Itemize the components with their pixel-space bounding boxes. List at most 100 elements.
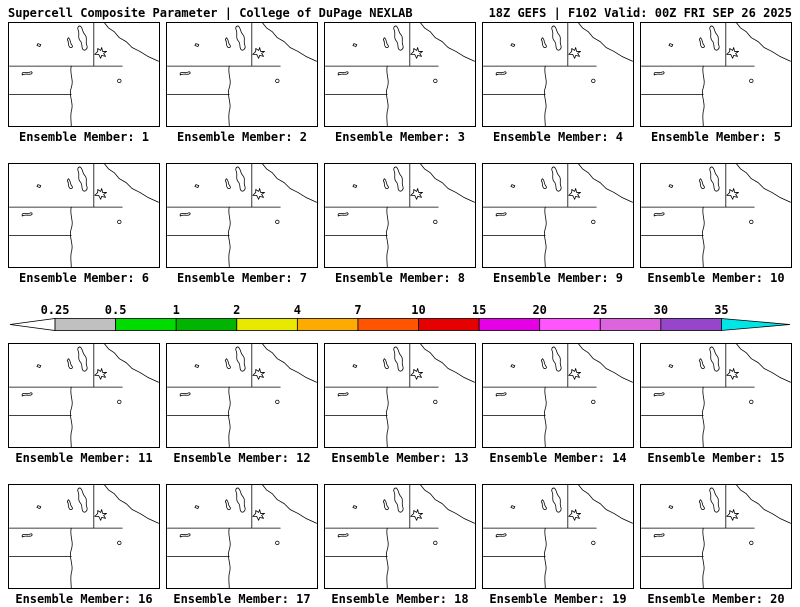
forecast-map bbox=[324, 343, 476, 448]
product-title: Supercell Composite Parameter | College … bbox=[8, 6, 413, 20]
colorbar-tick-label: 2 bbox=[233, 303, 241, 317]
forecast-map bbox=[482, 484, 634, 589]
panel-label: Ensemble Member: 12 bbox=[173, 451, 311, 465]
panel-label: Ensemble Member: 5 bbox=[650, 130, 782, 144]
basemap-svg bbox=[9, 344, 159, 447]
colorbar: 0.25 0.5 1 2 4 7 10 15 20 25 30 35 bbox=[8, 304, 792, 333]
forecast-map bbox=[8, 484, 160, 589]
colorbar-tick-label: 7 bbox=[354, 303, 362, 317]
panel-label: Ensemble Member: 3 bbox=[334, 130, 466, 144]
panel-label: Ensemble Member: 2 bbox=[176, 130, 308, 144]
basemap-svg bbox=[641, 485, 791, 588]
panel-label: Ensemble Member: 10 bbox=[647, 271, 785, 285]
colorbar-tick-label: 15 bbox=[471, 303, 487, 317]
basemap-svg bbox=[167, 23, 317, 126]
panel-label: Ensemble Member: 17 bbox=[173, 592, 311, 606]
colorbar-svg bbox=[9, 318, 791, 331]
forecast-map bbox=[324, 163, 476, 268]
ensemble-panel: Ensemble Member: 10 bbox=[640, 163, 792, 286]
forecast-map bbox=[166, 22, 318, 127]
forecast-map bbox=[166, 163, 318, 268]
basemap-svg bbox=[325, 23, 475, 126]
ensemble-panel: Ensemble Member: 2 bbox=[166, 22, 318, 145]
colorbar-tick-label: 25 bbox=[593, 303, 608, 317]
panel-label: Ensemble Member: 9 bbox=[492, 271, 624, 285]
ensemble-panel: Ensemble Member: 5 bbox=[640, 22, 792, 145]
panel-label: Ensemble Member: 4 bbox=[492, 130, 624, 144]
basemap-svg bbox=[483, 485, 633, 588]
panel-row-3: Ensemble Member: 11 Ensemble Member: 12 En… bbox=[8, 343, 792, 466]
title-bar: Supercell Composite Parameter | College … bbox=[0, 0, 800, 22]
forecast-map bbox=[640, 484, 792, 589]
ensemble-panel: Ensemble Member: 18 bbox=[324, 484, 476, 607]
forecast-map bbox=[482, 163, 634, 268]
basemap-svg bbox=[9, 164, 159, 267]
forecast-map bbox=[166, 343, 318, 448]
basemap-svg bbox=[167, 485, 317, 588]
panel-row-4: Ensemble Member: 16 Ensemble Member: 17 En… bbox=[8, 484, 792, 607]
panel-label: Ensemble Member: 15 bbox=[647, 451, 785, 465]
panel-label: Ensemble Member: 16 bbox=[15, 592, 153, 606]
basemap-svg bbox=[483, 164, 633, 267]
ensemble-panel: Ensemble Member: 11 bbox=[8, 343, 160, 466]
ensemble-panel: Ensemble Member: 3 bbox=[324, 22, 476, 145]
forecast-map bbox=[8, 163, 160, 268]
basemap-svg bbox=[325, 344, 475, 447]
ensemble-panel: Ensemble Member: 13 bbox=[324, 343, 476, 466]
basemap-svg bbox=[325, 485, 475, 588]
colorbar-tick-label: 35 bbox=[714, 303, 729, 317]
ensemble-panel: Ensemble Member: 1 bbox=[8, 22, 160, 145]
ensemble-panel: Ensemble Member: 17 bbox=[166, 484, 318, 607]
basemap-svg bbox=[641, 23, 791, 126]
basemap-svg bbox=[167, 344, 317, 447]
panel-row-2: Ensemble Member: 6 Ensemble Member: 7 Ense… bbox=[8, 163, 792, 286]
panel-row-1: Ensemble Member: 1 Ensemble Member: 2 Ense… bbox=[8, 22, 792, 145]
ensemble-panel: Ensemble Member: 16 bbox=[8, 484, 160, 607]
forecast-map bbox=[482, 343, 634, 448]
colorbar-tick-label: 30 bbox=[653, 303, 669, 317]
panel-label: Ensemble Member: 8 bbox=[334, 271, 466, 285]
panel-label: Ensemble Member: 1 bbox=[18, 130, 150, 144]
forecast-map bbox=[8, 22, 160, 127]
basemap-svg bbox=[167, 164, 317, 267]
panel-label: Ensemble Member: 20 bbox=[647, 592, 785, 606]
colorbar-tick-label: 0.5 bbox=[104, 303, 127, 317]
panel-label: Ensemble Member: 18 bbox=[331, 592, 469, 606]
forecast-map bbox=[640, 343, 792, 448]
ensemble-panel: Ensemble Member: 8 bbox=[324, 163, 476, 286]
basemap-svg bbox=[325, 164, 475, 267]
forecast-map bbox=[482, 22, 634, 127]
ensemble-panel: Ensemble Member: 19 bbox=[482, 484, 634, 607]
basemap-svg bbox=[9, 23, 159, 126]
ensemble-panel: Ensemble Member: 15 bbox=[640, 343, 792, 466]
ensemble-panel: Ensemble Member: 4 bbox=[482, 22, 634, 145]
panel-label: Ensemble Member: 11 bbox=[15, 451, 153, 465]
panel-label: Ensemble Member: 7 bbox=[176, 271, 308, 285]
basemap-svg bbox=[641, 164, 791, 267]
forecast-map bbox=[324, 484, 476, 589]
forecast-map bbox=[640, 163, 792, 268]
colorbar-tick-label: 4 bbox=[293, 303, 301, 317]
ensemble-panel: Ensemble Member: 20 bbox=[640, 484, 792, 607]
colorbar-tick-label: 1 bbox=[172, 303, 180, 317]
ensemble-panel: Ensemble Member: 6 bbox=[8, 163, 160, 286]
forecast-map bbox=[8, 343, 160, 448]
panel-label: Ensemble Member: 13 bbox=[331, 451, 469, 465]
colorbar-tick-label: 20 bbox=[532, 303, 547, 317]
ensemble-panel: Ensemble Member: 12 bbox=[166, 343, 318, 466]
ensemble-panel: Ensemble Member: 9 bbox=[482, 163, 634, 286]
basemap-svg bbox=[641, 344, 791, 447]
panel-label: Ensemble Member: 14 bbox=[489, 451, 627, 465]
basemap-svg bbox=[9, 485, 159, 588]
panel-grid: Ensemble Member: 1 Ensemble Member: 2 Ense… bbox=[0, 22, 800, 607]
colorbar-tick-label: 0.25 bbox=[40, 303, 70, 317]
basemap-svg bbox=[483, 344, 633, 447]
forecast-map bbox=[166, 484, 318, 589]
forecast-map bbox=[640, 22, 792, 127]
panel-label: Ensemble Member: 19 bbox=[489, 592, 627, 606]
colorbar-tick-label: 10 bbox=[411, 303, 426, 317]
ensemble-panel: Ensemble Member: 7 bbox=[166, 163, 318, 286]
forecast-map bbox=[324, 22, 476, 127]
ensemble-panel: Ensemble Member: 14 bbox=[482, 343, 634, 466]
panel-label: Ensemble Member: 6 bbox=[18, 271, 150, 285]
